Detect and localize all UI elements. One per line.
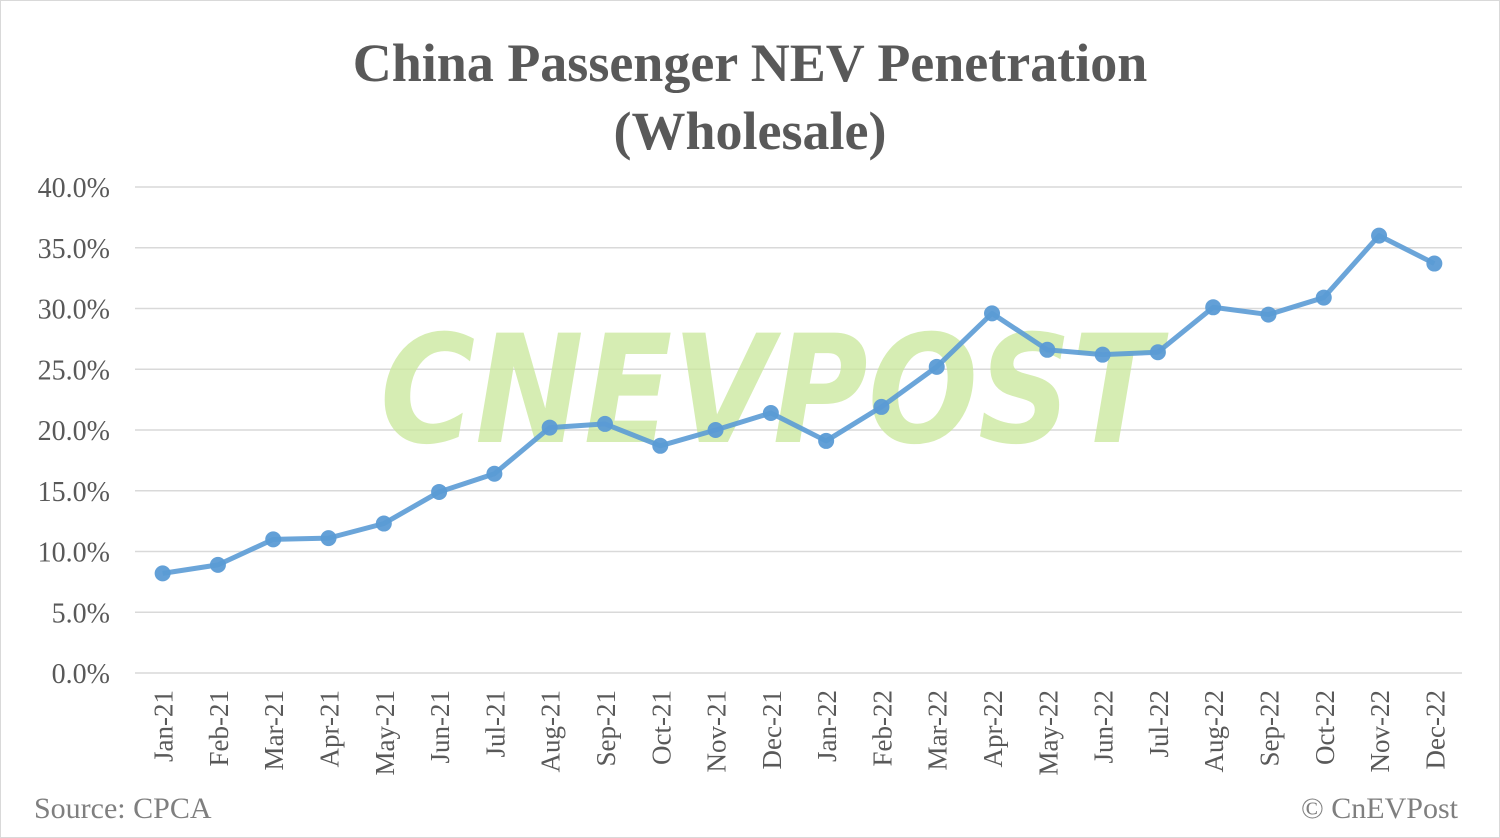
y-tick-label: 40.0% [38, 173, 110, 204]
x-tick-label: Jan-22 [812, 690, 842, 762]
y-tick-label: 25.0% [38, 355, 110, 386]
data-point [541, 419, 558, 436]
y-tick-label: 10.0% [38, 538, 110, 569]
data-point [928, 358, 945, 375]
source-note: Source: CPCA [34, 792, 212, 825]
x-tick-label: Aug-22 [1199, 690, 1229, 773]
x-tick-label: Mar-21 [259, 690, 289, 770]
data-point [1094, 346, 1111, 363]
data-point [209, 556, 226, 573]
y-tick-label: 0.0% [52, 659, 110, 690]
x-tick-label: Mar-22 [923, 690, 953, 770]
x-tick-label: May-21 [370, 690, 400, 775]
x-tick-label: May-22 [1033, 690, 1063, 775]
data-point [762, 404, 779, 421]
copyright-note: © CnEVPost [1301, 792, 1458, 825]
data-point [596, 415, 613, 432]
y-tick-label: 5.0% [52, 598, 110, 629]
chart-title-line1: China Passenger NEV Penetration [352, 33, 1148, 93]
x-tick-label: Aug-21 [536, 690, 566, 773]
data-point [1260, 306, 1277, 323]
y-tick-label: 35.0% [38, 234, 110, 265]
data-point [265, 531, 282, 548]
chart-title-line2: (Wholesale) [613, 101, 887, 161]
series-line [162, 233, 1436, 576]
x-tick-label: Feb-22 [867, 690, 897, 767]
x-tick-label: Jan-21 [149, 690, 179, 762]
data-point [652, 437, 669, 454]
data-point [154, 565, 171, 582]
y-tick-label: 20.0% [38, 416, 110, 447]
data-point [1205, 299, 1222, 316]
data-point [707, 422, 724, 438]
data-point [984, 305, 1001, 322]
data-point [486, 465, 503, 482]
x-tick-label: Nov-22 [1365, 690, 1395, 773]
x-tick-label: Jun-22 [1089, 690, 1119, 764]
x-tick-label: Oct-22 [1310, 690, 1340, 765]
x-tick-label: Dec-21 [757, 690, 787, 769]
x-tick-label: Sep-22 [1254, 690, 1284, 767]
data-point [375, 515, 392, 532]
x-tick-label: Feb-21 [204, 690, 234, 767]
x-tick-label: Dec-22 [1420, 690, 1450, 769]
y-tick-label: 30.0% [38, 295, 110, 326]
y-tick-label: 15.0% [38, 477, 110, 508]
x-tick-label: Apr-21 [315, 690, 345, 767]
data-point [1426, 255, 1443, 272]
x-tick-label: Jul-21 [480, 690, 510, 758]
x-tick-label: Nov-21 [702, 690, 732, 773]
data-point [873, 398, 890, 415]
data-point [818, 432, 835, 449]
data-point [1315, 289, 1332, 306]
x-tick-label: Oct-21 [646, 690, 676, 765]
data-point [431, 483, 448, 500]
watermark-logo: CNEVPOST [380, 304, 1169, 478]
data-point [1149, 344, 1166, 361]
x-tick-label: Jul-22 [1144, 690, 1174, 758]
data-point [1039, 341, 1056, 358]
x-tick-label: Jun-21 [425, 690, 455, 764]
data-point [1371, 227, 1388, 244]
x-tick-label: Sep-21 [591, 690, 621, 767]
x-tick-label: Apr-22 [978, 690, 1008, 767]
data-point [320, 530, 337, 547]
